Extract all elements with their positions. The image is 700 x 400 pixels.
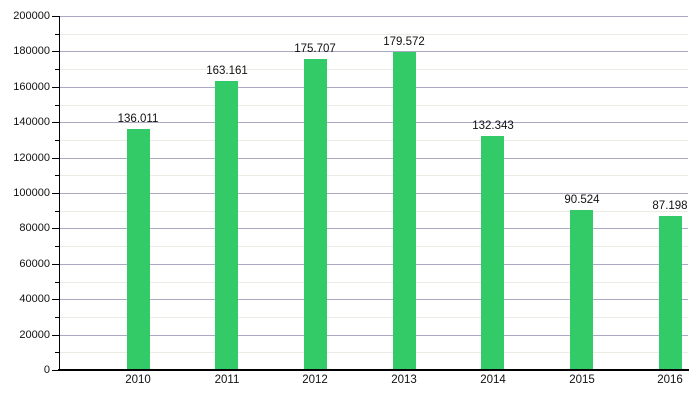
bar-value-label: 90.524 [564,194,600,206]
gridline-major [60,122,688,123]
bar [481,136,504,370]
gridline-minor [60,105,688,106]
y-tick-label: 140000 [13,116,50,128]
gridline-minor [60,352,688,353]
y-tick-major [52,16,59,17]
y-tick-label: 100000 [13,187,50,199]
y-tick-major [52,122,59,123]
y-tick-label: 20000 [19,329,50,341]
gridline-major [60,87,688,88]
bar-value-label: 87.198 [652,200,688,212]
y-tick-major [52,158,59,159]
gridline-minor [60,211,688,212]
bar [127,129,150,370]
gridline-minor [60,140,688,141]
gridline-major [60,299,688,300]
y-tick-minor [55,317,59,318]
gridline-major [60,193,688,194]
x-tick-label: 2016 [657,374,683,386]
bar-value-label: 136.011 [117,113,159,125]
y-tick-label: 200000 [13,10,50,22]
gridline-major [60,16,688,17]
y-tick-minor [55,175,59,176]
gridline-major [60,335,688,336]
bar [659,216,682,370]
bar [215,81,238,370]
y-axis [59,16,60,371]
y-tick-major [52,87,59,88]
gridline-minor [60,69,688,70]
bar-value-label: 163.161 [206,65,248,77]
y-tick-label: 40000 [19,293,50,305]
y-tick-label: 60000 [19,258,50,270]
bar-value-label: 179.572 [383,36,425,48]
bar [304,59,327,370]
y-tick-major [52,193,59,194]
y-tick-label: 80000 [19,222,50,234]
y-tick-minor [55,246,59,247]
gridline-major [60,228,688,229]
gridline-minor [60,282,688,283]
x-axis [58,369,689,371]
gridline-minor [60,246,688,247]
gridline-minor [60,317,688,318]
y-tick-minor [55,105,59,106]
bar-value-label: 132.343 [472,120,514,132]
y-tick-major [52,370,59,371]
y-tick-minor [55,352,59,353]
bar [393,52,416,370]
y-tick-major [52,264,59,265]
y-tick-label: 120000 [13,152,50,164]
bar [570,210,593,370]
gridline-minor [60,34,688,35]
y-tick-minor [55,211,59,212]
bar-value-label: 175.707 [294,43,336,55]
gridline-major [60,158,688,159]
y-tick-label: 180000 [13,45,50,57]
x-tick-label: 2014 [480,374,506,386]
gridline-minor [60,175,688,176]
y-tick-label: 0 [43,364,50,376]
x-tick-label: 2010 [125,374,151,386]
y-tick-minor [55,282,59,283]
y-tick-major [52,228,59,229]
y-tick-major [52,335,59,336]
y-tick-minor [55,34,59,35]
gridline-major [60,264,688,265]
y-tick-major [52,299,59,300]
x-tick-label: 2013 [391,374,417,386]
y-tick-label: 160000 [13,81,50,93]
y-tick-minor [55,69,59,70]
y-tick-minor [55,140,59,141]
gridline-major [60,51,688,52]
x-tick-label: 2015 [569,374,595,386]
x-tick-label: 2011 [214,374,240,386]
x-tick-label: 2012 [302,374,328,386]
y-tick-major [52,51,59,52]
